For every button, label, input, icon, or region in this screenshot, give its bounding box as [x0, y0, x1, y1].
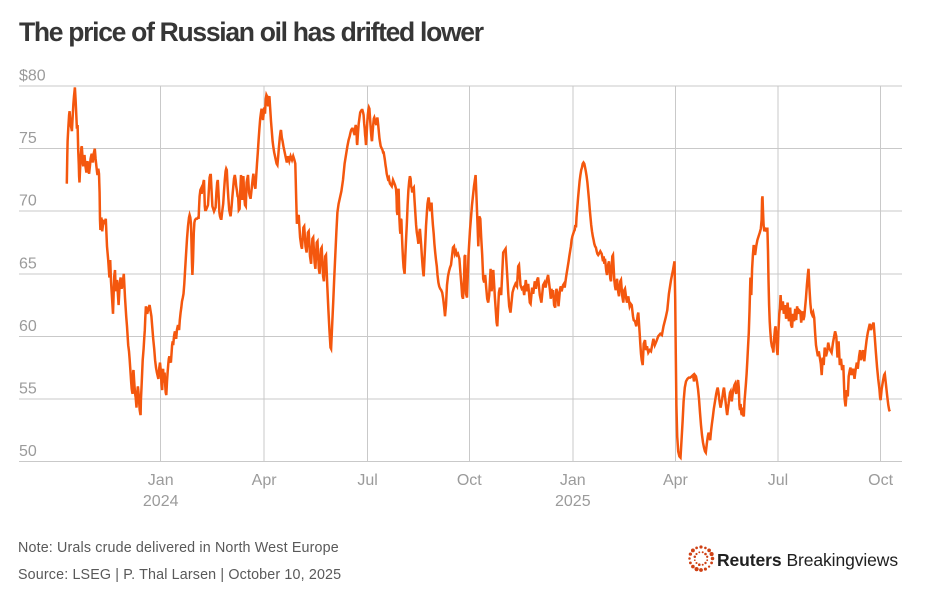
svg-text:Jan: Jan [148, 472, 174, 489]
svg-text:2024: 2024 [143, 493, 179, 510]
svg-text:Jul: Jul [357, 472, 377, 489]
svg-text:55: 55 [19, 380, 37, 397]
svg-text:60: 60 [19, 318, 37, 335]
svg-text:75: 75 [19, 130, 37, 147]
svg-text:Oct: Oct [457, 472, 482, 489]
svg-text:Apr: Apr [252, 472, 278, 489]
svg-text:50: 50 [19, 443, 37, 460]
svg-text:70: 70 [19, 193, 37, 210]
svg-text:Apr: Apr [663, 472, 689, 489]
svg-text:Jul: Jul [768, 472, 788, 489]
svg-text:2025: 2025 [555, 493, 591, 510]
svg-text:$80: $80 [19, 68, 46, 85]
svg-text:65: 65 [19, 255, 37, 272]
svg-text:Oct: Oct [868, 472, 893, 489]
svg-text:Jan: Jan [560, 472, 586, 489]
